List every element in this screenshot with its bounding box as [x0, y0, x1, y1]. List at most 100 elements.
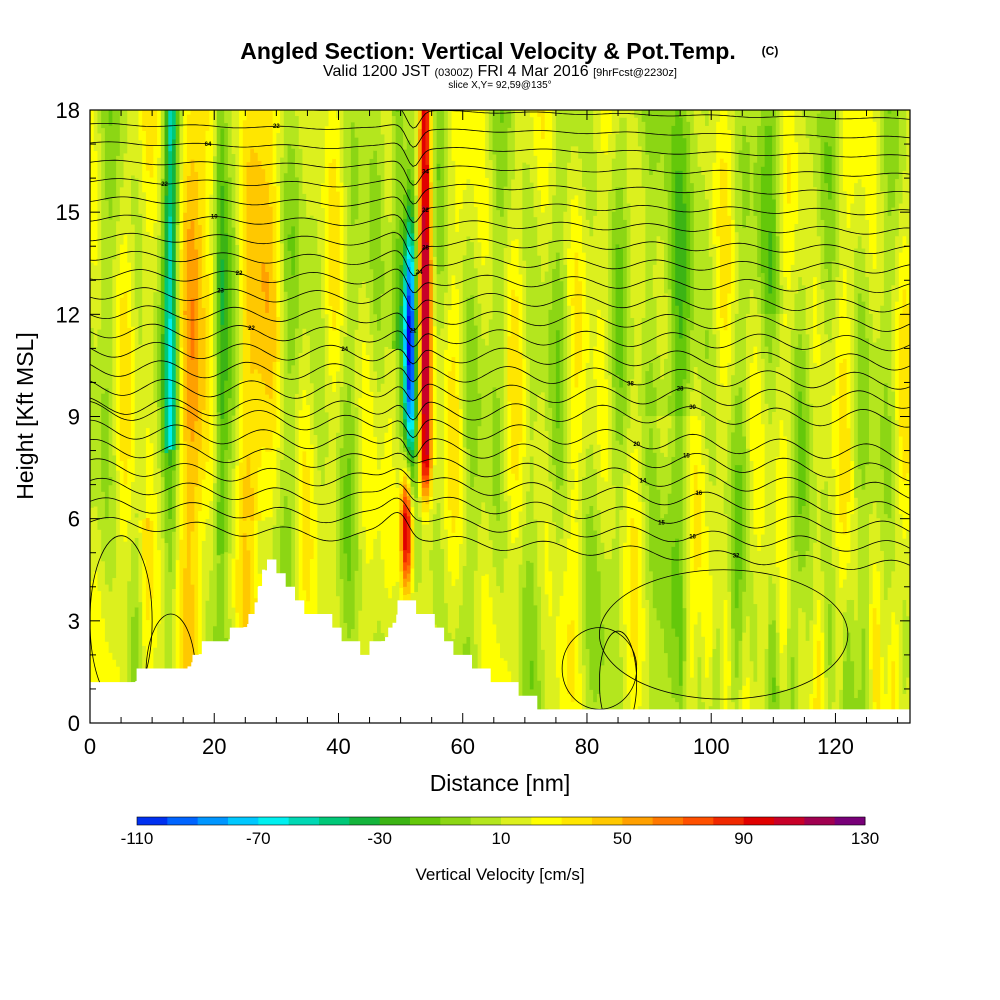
field-cell	[611, 110, 617, 159]
field-cell	[492, 566, 497, 625]
field-cell	[574, 194, 579, 253]
field-cell	[477, 110, 482, 243]
field-cell	[429, 259, 434, 469]
field-cell	[712, 110, 717, 163]
field-cell	[350, 415, 356, 630]
field-cell	[425, 511, 430, 525]
field-cell	[239, 461, 244, 631]
field-cell	[667, 288, 673, 396]
field-cell	[473, 324, 479, 477]
field-cell	[738, 640, 743, 690]
field-cell	[403, 561, 408, 571]
field-cell	[224, 449, 229, 553]
field-cell	[421, 487, 427, 496]
field-cell	[887, 113, 892, 216]
field-cell	[883, 174, 889, 384]
field-cell	[358, 405, 363, 550]
field-cell	[716, 627, 721, 719]
field-cell	[734, 395, 740, 466]
field-cell	[429, 569, 434, 636]
field-cell	[548, 480, 553, 572]
field-cell	[500, 216, 505, 593]
field-cell	[418, 480, 423, 497]
field-cell	[500, 110, 505, 123]
field-cell	[198, 110, 203, 226]
field-cell	[552, 521, 557, 719]
field-cell	[787, 627, 792, 719]
field-cell	[190, 359, 195, 442]
field-cell	[671, 313, 676, 417]
colorbar-bin	[258, 817, 290, 825]
field-cell	[298, 110, 304, 149]
field-cell	[410, 216, 415, 234]
field-cell	[179, 347, 184, 540]
field-cell	[682, 110, 687, 139]
field-cell	[768, 313, 773, 363]
field-cell	[641, 607, 646, 662]
field-cell	[365, 562, 371, 658]
field-cell	[805, 137, 810, 335]
field-cell	[768, 574, 773, 625]
field-cell	[660, 415, 665, 453]
field-cell	[175, 485, 181, 561]
field-cell	[671, 627, 676, 699]
field-cell	[734, 607, 740, 678]
field-cell	[410, 289, 415, 312]
contour-label: 31	[155, 105, 162, 111]
contour-label: 14	[640, 479, 647, 485]
field-cell	[898, 252, 904, 314]
field-cell	[731, 301, 736, 376]
field-cell	[585, 513, 591, 650]
field-cell	[850, 513, 855, 600]
field-cell	[623, 219, 628, 417]
field-cell	[306, 110, 311, 218]
field-cell	[216, 162, 222, 253]
field-cell	[403, 549, 408, 563]
field-cell	[410, 486, 415, 495]
field-cell	[641, 110, 646, 122]
field-cell	[421, 413, 427, 464]
field-cell	[410, 273, 415, 291]
field-cell	[168, 571, 173, 679]
field-cell	[403, 418, 408, 428]
field-cell	[406, 487, 412, 496]
field-cell	[186, 228, 192, 430]
field-cell	[783, 435, 788, 645]
field-cell	[895, 623, 900, 719]
field-cell	[343, 185, 348, 337]
field-cell	[649, 427, 654, 572]
field-cell	[93, 110, 99, 151]
field-cell	[533, 604, 538, 712]
field-cell	[186, 428, 192, 667]
field-cell	[872, 121, 878, 269]
field-cell	[518, 273, 523, 353]
field-cell	[559, 110, 564, 282]
field-cell	[570, 198, 576, 298]
field-cell	[164, 276, 169, 454]
field-cell	[652, 452, 658, 609]
field-cell	[101, 491, 106, 562]
field-cell	[891, 390, 896, 572]
field-cell	[213, 110, 218, 157]
field-cell	[813, 623, 818, 699]
field-cell	[306, 600, 311, 626]
field-cell	[611, 158, 617, 212]
field-cell	[462, 189, 468, 256]
field-cell	[775, 366, 781, 457]
field-cell	[652, 264, 658, 298]
field-cell	[686, 121, 691, 192]
field-cell	[265, 181, 270, 273]
contour-label: 28	[422, 246, 429, 252]
field-cell	[608, 133, 613, 192]
field-cell	[850, 460, 855, 515]
field-cell	[522, 162, 527, 261]
field-cell	[600, 476, 605, 543]
field-cell	[254, 152, 259, 370]
field-cell	[410, 518, 415, 569]
field-cell	[656, 415, 661, 429]
field-cell	[619, 186, 624, 249]
field-cell	[391, 115, 397, 231]
field-cell	[205, 110, 210, 131]
field-cell	[869, 513, 874, 605]
field-cell	[380, 133, 386, 262]
